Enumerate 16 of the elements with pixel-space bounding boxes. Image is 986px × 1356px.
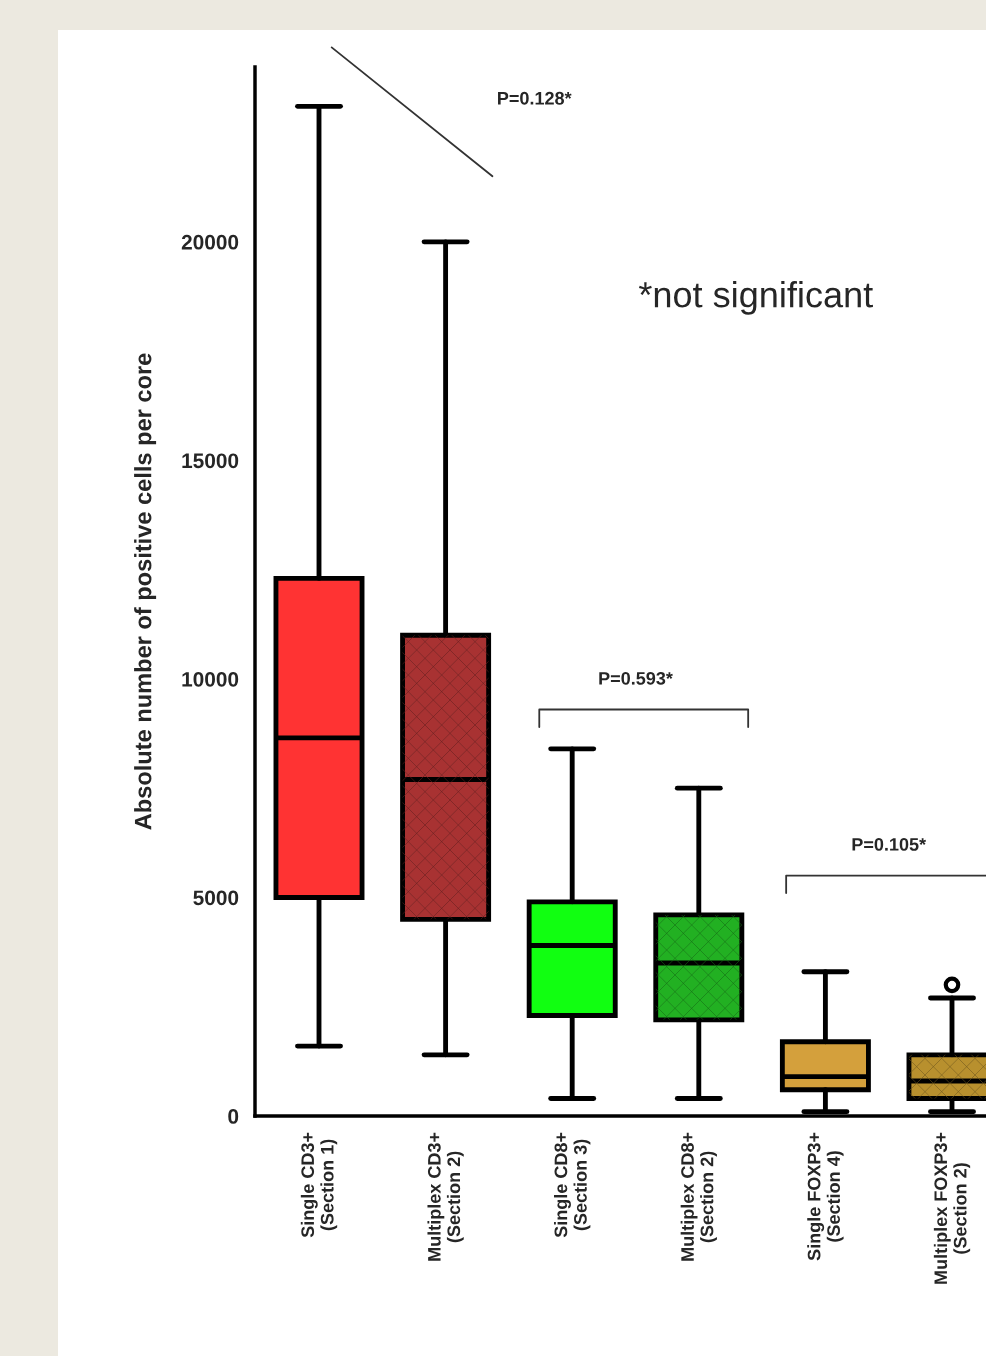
x-tick-label: Multiplex FOXP3+ (Section 2) (933, 1132, 971, 1284)
x-tick-label: Multiplex CD8+ (Section 2) (680, 1132, 717, 1261)
y-tick-label: 20000 (181, 234, 239, 250)
annotation: *not significant (638, 281, 873, 315)
annotation: P=0.128* (498, 91, 572, 105)
annotation: P=0.593* (599, 671, 673, 685)
x-tick-label: Single FOXP3+ (Section 4) (807, 1132, 844, 1261)
y-tick-label: 10000 (182, 671, 239, 687)
y-tick-label: 15000 (182, 453, 239, 469)
annotation: P=0.105* (852, 838, 927, 851)
y-tick-label: 5000 (193, 890, 239, 906)
x-tick-label: Single CD8+ (Section 3) (554, 1132, 591, 1238)
x-tick-label: Multiplex CD3+ (Section 2) (427, 1132, 464, 1261)
y-axis-title: Absolute number of positive cells per core (134, 353, 157, 830)
x-tick-label: Single CD3+ (Section 1) (300, 1132, 338, 1238)
y-tick-label: 0 (228, 1109, 239, 1124)
